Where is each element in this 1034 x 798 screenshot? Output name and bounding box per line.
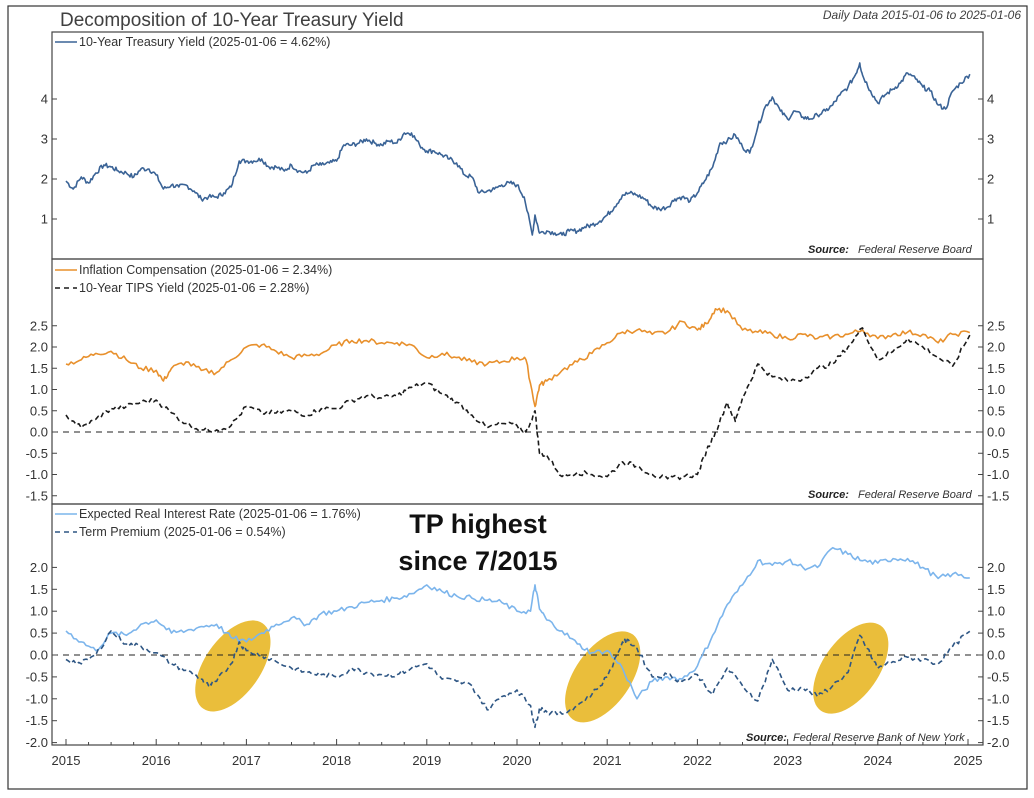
x-tick-label: 2024 [863, 753, 892, 768]
y-tick-label-left: -0.5 [26, 669, 48, 684]
y-tick-label-right: 2.0 [987, 560, 1005, 575]
y-tick-label-left: 0.5 [30, 626, 48, 641]
highlight-ellipses [195, 620, 889, 723]
y-tick-label-left: 1.5 [30, 361, 48, 376]
y-tick-label-left: 1 [41, 212, 48, 227]
legend-panel-3: Expected Real Interest Rate (2025-01-06 … [55, 507, 361, 539]
x-tick-label: 2017 [232, 753, 261, 768]
series-line-inflation-compensation [65, 307, 971, 408]
zero-lines [52, 431, 983, 656]
legend-label-expected-real-rate: Expected Real Interest Rate (2025-01-06 … [79, 507, 361, 521]
y-tick-label-left: 2.5 [30, 318, 48, 333]
source-text-panel-1: Federal Reserve Board [858, 244, 973, 256]
source-label-panel-1: Source: [808, 244, 849, 256]
legend-label-treasury: 10-Year Treasury Yield (2025-01-06 = 4.6… [79, 35, 330, 49]
y-tick-label-right: 1.5 [987, 361, 1005, 376]
source-text-panel-3: Federal Reserve Bank of New York [793, 732, 965, 744]
source-label-panel-2: Source: [808, 489, 849, 501]
series-layer [65, 62, 971, 729]
y-tick-label-left: -1.5 [26, 488, 48, 503]
y-tick-label-right: -1.5 [987, 488, 1009, 503]
y-tick-label-left: 1.0 [30, 382, 48, 397]
y-tick-label-right: 2.0 [987, 340, 1005, 355]
y-tick-label-left: -0.5 [26, 446, 48, 461]
annotation-tp-highest: TP highest since 7/2015 [398, 509, 557, 576]
x-tick-label: 2023 [773, 753, 802, 768]
legend-label-inflation: Inflation Compensation (2025-01-06 = 2.3… [79, 263, 332, 277]
y-tick-label-right: 3 [987, 132, 994, 147]
x-tick-label: 2025 [954, 753, 983, 768]
y-tick-label-left: 0.0 [30, 425, 48, 440]
source-panel-1: Source: Federal Reserve Board [808, 244, 973, 256]
y-tick-label-left: -2.0 [26, 735, 48, 750]
y-tick-label-right: -1.5 [987, 713, 1009, 728]
y-tick-label-right: -2.0 [987, 735, 1009, 750]
x-tick-label: 2019 [412, 753, 441, 768]
y-tick-label-right: 0.0 [987, 425, 1005, 440]
y-tick-label-right: 1.5 [987, 582, 1005, 597]
legend-panel-1: 10-Year Treasury Yield (2025-01-06 = 4.6… [55, 35, 330, 49]
source-panel-2: Source: Federal Reserve Board [808, 489, 973, 501]
x-tick-label: 2022 [683, 753, 712, 768]
y-tick-label-right: 4 [987, 92, 994, 107]
y-tick-label-right: 0.0 [987, 648, 1005, 663]
x-tick-label: 2020 [503, 753, 532, 768]
y-tick-label-left: -1.0 [26, 467, 48, 482]
source-text-panel-2: Federal Reserve Board [858, 489, 973, 501]
y-tick-label-left: 4 [41, 92, 48, 107]
series-line-10-year-tips-yield [65, 327, 971, 481]
y-tick-label-right: -1.0 [987, 691, 1009, 706]
y-tick-label-right: 1.0 [987, 604, 1005, 619]
y-tick-label-right: 2.5 [987, 318, 1005, 333]
series-line-10-year-treasury-yield [65, 62, 971, 237]
annotation-line-2: since 7/2015 [398, 546, 557, 576]
y-tick-label-right: -0.5 [987, 446, 1009, 461]
y-tick-label-right: 1.0 [987, 382, 1005, 397]
y-tick-label-right: 2 [987, 172, 994, 187]
legend-label-tips: 10-Year TIPS Yield (2025-01-06 = 2.28%) [79, 281, 309, 295]
y-tick-label-right: 0.5 [987, 626, 1005, 641]
source-panel-3: Source: Federal Reserve Bank of New York [746, 732, 965, 744]
legend-label-term-premium: Term Premium (2025-01-06 = 0.54%) [79, 525, 286, 539]
y-tick-label-left: 2.0 [30, 340, 48, 355]
x-tick-label: 2018 [322, 753, 351, 768]
annotation-line-1: TP highest [409, 509, 547, 539]
y-tick-label-left: 3 [41, 132, 48, 147]
y-tick-label-right: -0.5 [987, 669, 1009, 684]
y-tick-label-left: 2 [41, 172, 48, 187]
chart-subtitle: Daily Data 2015-01-06 to 2025-01-06 [823, 8, 1021, 22]
highlight-ellipse-2 [565, 631, 641, 723]
x-tick-label: 2021 [593, 753, 622, 768]
y-tick-label-right: 1 [987, 212, 994, 227]
highlight-ellipse-3 [813, 622, 889, 714]
series-line-expected-real-interest-rate [65, 546, 970, 700]
legend-panel-2: Inflation Compensation (2025-01-06 = 2.3… [55, 263, 332, 295]
y-tick-label-left: -1.5 [26, 713, 48, 728]
y-tick-label-left: -1.0 [26, 691, 48, 706]
y-tick-label-left: 0.5 [30, 403, 48, 418]
x-tick-label: 2016 [142, 753, 171, 768]
source-label-panel-3: Source: [746, 732, 787, 744]
axes-layer: 4 4 3 3 2 2 1 1 2.5 2.5 2.0 2.0 1.5 1.5 1.0 1.0 0.5 0.5 0.… [26, 92, 1010, 769]
series-line-term-premium [65, 630, 971, 729]
y-tick-label-left: 1.0 [30, 604, 48, 619]
y-tick-label-right: -1.0 [987, 467, 1009, 482]
y-tick-label-left: 2.0 [30, 560, 48, 575]
highlight-ellipse-1 [195, 620, 271, 712]
x-tick-label: 2015 [52, 753, 81, 768]
chart-title: Decomposition of 10-Year Treasury Yield [60, 10, 404, 31]
y-tick-label-left: 1.5 [30, 582, 48, 597]
y-tick-label-right: 0.5 [987, 403, 1005, 418]
y-tick-label-left: 0.0 [30, 648, 48, 663]
